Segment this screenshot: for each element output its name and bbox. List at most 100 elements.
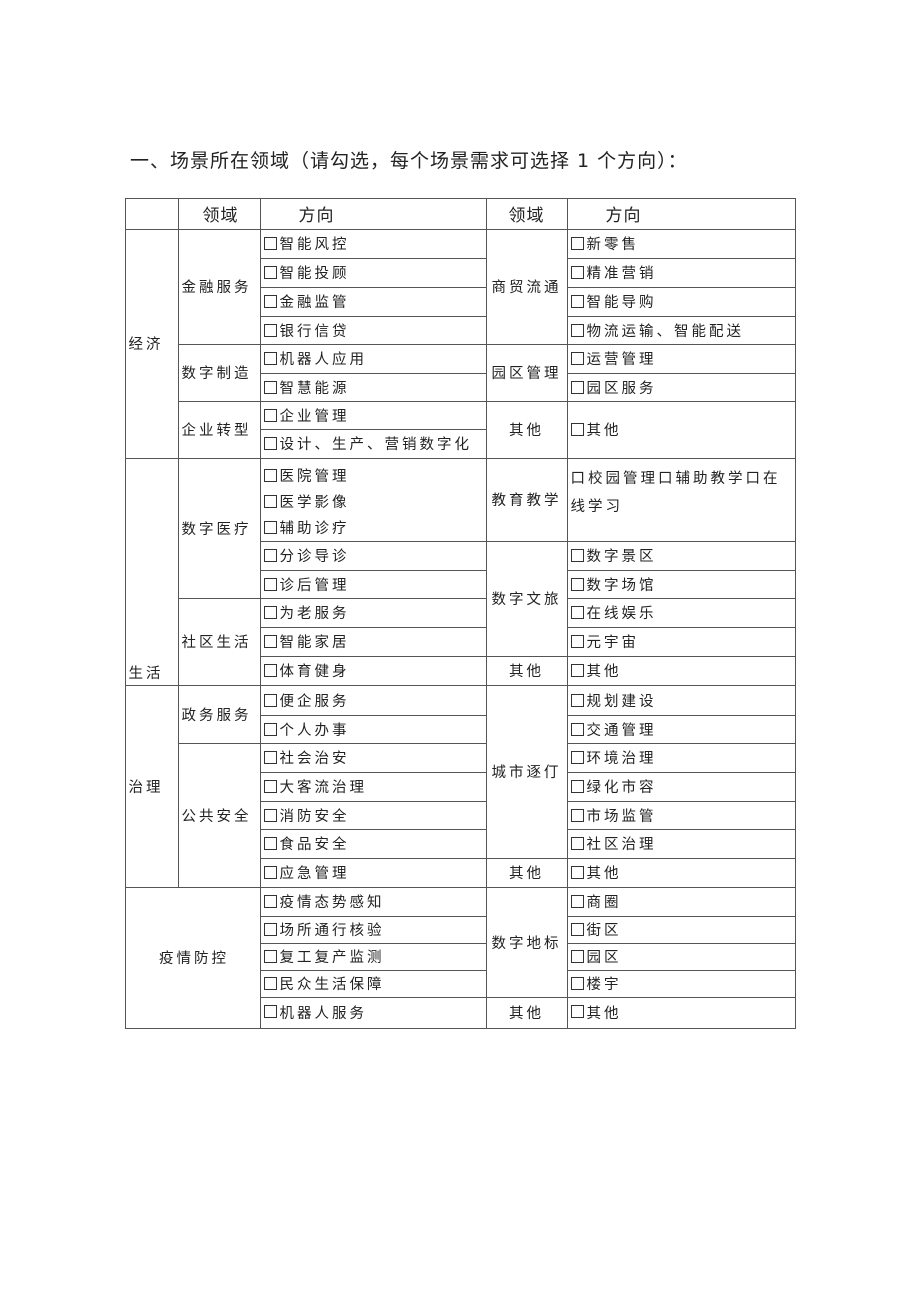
option-item[interactable]: 设计、生产、营销数字化 xyxy=(259,428,487,459)
checkbox[interactable] xyxy=(263,895,277,908)
checkbox[interactable] xyxy=(570,780,584,793)
checkbox[interactable] xyxy=(263,808,277,822)
option-item[interactable]: 交通管理 xyxy=(566,714,796,744)
option-item[interactable]: 街区 xyxy=(566,915,796,944)
option-item[interactable]: 园区服务 xyxy=(566,372,796,402)
checkbox[interactable] xyxy=(263,549,277,562)
option-item[interactable]: 楼宇 xyxy=(566,969,796,998)
option-item[interactable]: 绿化市容 xyxy=(566,771,796,802)
option-item[interactable]: 大客流治理 xyxy=(259,771,487,802)
option-item[interactable]: 数字场馆 xyxy=(566,569,796,599)
option-item[interactable]: 在线娱乐 xyxy=(566,597,796,628)
option-item[interactable]: 社区治理 xyxy=(566,828,796,859)
option-item[interactable]: 智能风控 xyxy=(259,228,487,259)
option-item[interactable]: 社会治安 xyxy=(259,742,487,773)
checkbox[interactable] xyxy=(263,577,277,591)
checkbox[interactable] xyxy=(263,408,277,422)
option-item[interactable]: 机器人应用 xyxy=(259,343,487,374)
option-item[interactable]: 其他 xyxy=(566,400,796,459)
option-item[interactable]: 应急管理 xyxy=(259,857,487,888)
option-item[interactable]: 智能家居 xyxy=(259,626,487,657)
option-item[interactable]: 银行信贷 xyxy=(259,315,487,345)
checkbox[interactable] xyxy=(263,521,277,534)
education-options[interactable]: 口校园管理口辅助教学口在线学习 xyxy=(566,457,796,542)
checkbox[interactable] xyxy=(570,1004,584,1018)
option-item[interactable]: 新零售 xyxy=(566,228,796,259)
checkbox[interactable] xyxy=(263,469,277,482)
checkbox[interactable] xyxy=(570,423,584,436)
checkbox[interactable] xyxy=(263,780,277,793)
option-item[interactable]: 医院管理 xyxy=(263,463,350,489)
checkbox[interactable] xyxy=(263,1004,277,1018)
checkbox[interactable] xyxy=(263,837,277,850)
checkbox[interactable] xyxy=(263,295,277,308)
checkbox[interactable] xyxy=(570,950,584,963)
option-item[interactable]: 商圈 xyxy=(566,886,796,917)
option-item[interactable]: 消防安全 xyxy=(259,800,487,830)
checkbox[interactable] xyxy=(570,977,584,990)
checkbox[interactable] xyxy=(570,693,584,707)
checkbox[interactable] xyxy=(263,437,277,450)
option-item[interactable]: 疫情态势感知 xyxy=(259,886,487,917)
checkbox[interactable] xyxy=(263,495,277,508)
option-item[interactable]: 智能导购 xyxy=(566,286,796,317)
checkbox[interactable] xyxy=(570,664,584,677)
option-item[interactable]: 智慧能源 xyxy=(259,372,487,402)
checkbox[interactable] xyxy=(570,923,584,936)
checkbox[interactable] xyxy=(570,837,584,850)
option-item[interactable]: 便企服务 xyxy=(259,684,487,716)
option-item[interactable]: 精准营销 xyxy=(566,257,796,288)
option-item[interactable]: 物流运输、智能配送 xyxy=(566,315,796,345)
checkbox[interactable] xyxy=(263,635,277,648)
option-item[interactable]: 园区 xyxy=(566,942,796,971)
option-item[interactable]: 民众生活保障 xyxy=(259,969,487,998)
checkbox[interactable] xyxy=(570,866,584,879)
checkbox[interactable] xyxy=(263,380,277,394)
option-item[interactable]: 元宇宙 xyxy=(566,626,796,657)
option-item[interactable]: 金融监管 xyxy=(259,286,487,317)
checkbox[interactable] xyxy=(570,722,584,736)
option-item[interactable]: 为老服务 xyxy=(259,597,487,628)
option-item[interactable]: 数字景区 xyxy=(566,540,796,571)
checkbox[interactable] xyxy=(263,751,277,764)
option-item[interactable]: 规划建设 xyxy=(566,684,796,716)
option-item[interactable]: 机器人服务 xyxy=(259,996,487,1029)
option-item[interactable]: 市场监管 xyxy=(566,800,796,830)
checkbox[interactable] xyxy=(570,808,584,822)
checkbox[interactable] xyxy=(570,266,584,279)
option-item[interactable]: 智能投顾 xyxy=(259,257,487,288)
checkbox[interactable] xyxy=(263,722,277,736)
checkbox[interactable] xyxy=(263,266,277,279)
checkbox[interactable] xyxy=(570,895,584,908)
option-item[interactable]: 辅助诊疗 xyxy=(263,515,350,541)
option-item[interactable]: 体育健身 xyxy=(259,655,487,686)
option-item[interactable]: 企业管理 xyxy=(259,400,487,430)
checkbox[interactable] xyxy=(570,606,584,619)
checkbox[interactable] xyxy=(570,237,584,250)
option-item[interactable]: 分诊导诊 xyxy=(259,540,487,571)
option-item[interactable]: 食品安全 xyxy=(259,828,487,859)
checkbox[interactable] xyxy=(263,352,277,365)
checkbox[interactable] xyxy=(263,866,277,879)
option-item[interactable]: 场所通行核验 xyxy=(259,915,487,944)
checkbox[interactable] xyxy=(263,323,277,337)
checkbox[interactable] xyxy=(570,751,584,764)
checkbox[interactable] xyxy=(570,352,584,365)
checkbox[interactable] xyxy=(263,693,277,707)
option-item[interactable]: 复工复产监测 xyxy=(259,942,487,971)
checkbox[interactable] xyxy=(570,577,584,591)
option-item[interactable]: 个人办事 xyxy=(259,714,487,744)
checkbox[interactable] xyxy=(570,295,584,308)
checkbox[interactable] xyxy=(263,664,277,677)
checkbox[interactable] xyxy=(263,606,277,619)
checkbox[interactable] xyxy=(570,549,584,562)
option-item[interactable]: 其他 xyxy=(566,655,796,686)
checkbox[interactable] xyxy=(570,635,584,648)
checkbox[interactable] xyxy=(263,237,277,250)
checkbox[interactable] xyxy=(570,323,584,337)
option-item[interactable]: 运营管理 xyxy=(566,343,796,374)
option-item[interactable]: 诊后管理 xyxy=(259,569,487,599)
checkbox[interactable] xyxy=(263,950,277,963)
checkbox[interactable] xyxy=(263,923,277,936)
option-item[interactable]: 医学影像 xyxy=(263,489,350,515)
